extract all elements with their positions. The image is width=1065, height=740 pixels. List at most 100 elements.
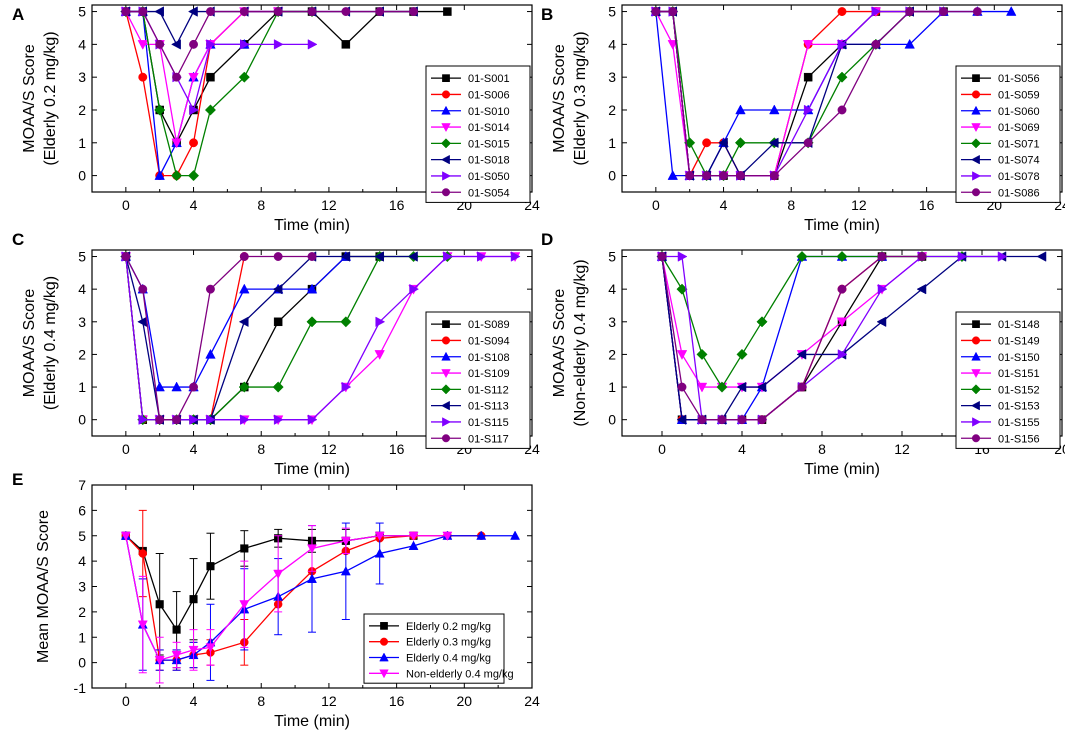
legend-item: 01-S148: [961, 319, 1040, 331]
legend-item: 01-S071: [961, 138, 1040, 150]
data-point: [796, 349, 807, 360]
data-point: [121, 7, 131, 17]
legend-label: 01-S006: [468, 89, 510, 101]
data-point: [702, 138, 712, 148]
legend-label: 01-S086: [998, 187, 1040, 199]
data-point: [240, 414, 250, 425]
data-point: [876, 316, 887, 328]
legend-marker: [440, 384, 452, 395]
data-point: [171, 170, 183, 182]
data-point: [238, 381, 250, 393]
data-point: [769, 171, 779, 181]
data-point: [510, 251, 521, 262]
data-point: [717, 415, 727, 425]
x-tick-label: 8: [818, 441, 826, 457]
legend-marker: [441, 90, 451, 99]
legend-marker: [440, 138, 452, 149]
data-point: [916, 283, 927, 295]
data-point: [939, 7, 948, 17]
y-tick-label: 3: [78, 579, 86, 595]
panel-b: B04812162024012345Time (min)MOAA/S Score…: [541, 4, 1065, 234]
x-axis-title: Time (min): [804, 461, 880, 478]
series-01-s069: [650, 7, 882, 182]
data-point: [375, 316, 386, 328]
data-point: [206, 562, 215, 571]
plot-frame: [621, 249, 1063, 437]
data-point: [837, 284, 847, 294]
x-tick-label: 0: [122, 197, 130, 213]
data-point: [374, 531, 385, 542]
data-point: [273, 252, 283, 261]
x-tick-label: 8: [257, 693, 265, 709]
legend-item: 01-S054: [431, 187, 510, 199]
data-point: [409, 283, 420, 295]
x-axis-title: Time (min): [274, 713, 350, 730]
y-tick-label: 3: [78, 314, 86, 330]
legend: 01-S056 01-S059 01-S060 01-S069 01-S071 01-S0…: [955, 65, 1061, 203]
data-point: [696, 382, 708, 393]
legend-label: 01-S069: [998, 122, 1040, 134]
legend-marker: [442, 320, 450, 328]
legend-marker: [379, 652, 389, 662]
legend-item: 01-S152: [961, 384, 1040, 396]
data-point: [204, 104, 217, 116]
x-tick-label: 12: [321, 197, 337, 213]
y-tick-label: 1: [78, 135, 86, 151]
y-tick-label: 2: [608, 346, 616, 362]
legend-marker: [972, 74, 980, 83]
x-tick-label: 12: [321, 441, 337, 457]
data-point: [189, 595, 198, 604]
data-point: [273, 39, 284, 50]
data-point: [154, 656, 165, 666]
series-01-s056: [651, 7, 948, 180]
legend-label: 01-S150: [998, 352, 1040, 364]
y-axis-title: MOAA/S Score (Elderly 0.3 mg/kg): [551, 31, 589, 165]
x-tick-label: 24: [524, 693, 540, 709]
data-point: [189, 39, 198, 49]
panel-letter: B: [541, 5, 553, 24]
data-point: [239, 600, 250, 610]
y-axis-title: Mean MOAA/S Score: [35, 510, 52, 663]
legend-marker: [380, 622, 388, 630]
legend-label: 01-S115: [468, 417, 509, 429]
plot-frame: [621, 4, 1063, 193]
y-tick-label: -1: [74, 680, 87, 696]
series-line: [125, 256, 347, 388]
y-tick-label: 0: [78, 168, 86, 184]
legend-item: 01-S109: [431, 368, 510, 380]
data-point: [408, 540, 419, 550]
panel-letter: C: [12, 230, 24, 249]
data-point: [904, 38, 915, 49]
data-point: [803, 138, 813, 148]
legend-item: 01-S001: [431, 73, 510, 85]
y-tick-label: 5: [78, 249, 86, 265]
data-point: [677, 382, 687, 392]
data-point: [651, 7, 661, 17]
legend-marker: [972, 320, 980, 328]
legend-label: 01-S074: [998, 155, 1040, 167]
data-point: [138, 549, 148, 558]
plot-frame: [91, 249, 533, 437]
legend-marker: [972, 171, 982, 181]
legend-label: 01-S117: [468, 433, 509, 445]
series-01-s054: [121, 7, 418, 82]
data-point: [307, 39, 318, 50]
data-point: [240, 544, 249, 553]
legend-item: 01-S078: [961, 171, 1040, 183]
data-point: [676, 414, 687, 425]
data-point: [374, 548, 385, 558]
x-tick-label: 8: [787, 197, 795, 213]
x-tick-label: 16: [389, 197, 405, 213]
data-point: [238, 316, 249, 328]
data-point: [837, 349, 848, 360]
legend-item: 01-S108: [431, 351, 510, 364]
series-01-s117: [121, 252, 317, 425]
x-tick-label: 0: [658, 441, 666, 457]
legend-label: 01-S014: [468, 122, 510, 134]
x-tick-label: 8: [257, 441, 265, 457]
legend-item: 01-S155: [961, 417, 1040, 429]
legend-label: 01-S149: [998, 335, 1040, 347]
data-point: [273, 317, 283, 327]
data-point: [408, 251, 418, 262]
